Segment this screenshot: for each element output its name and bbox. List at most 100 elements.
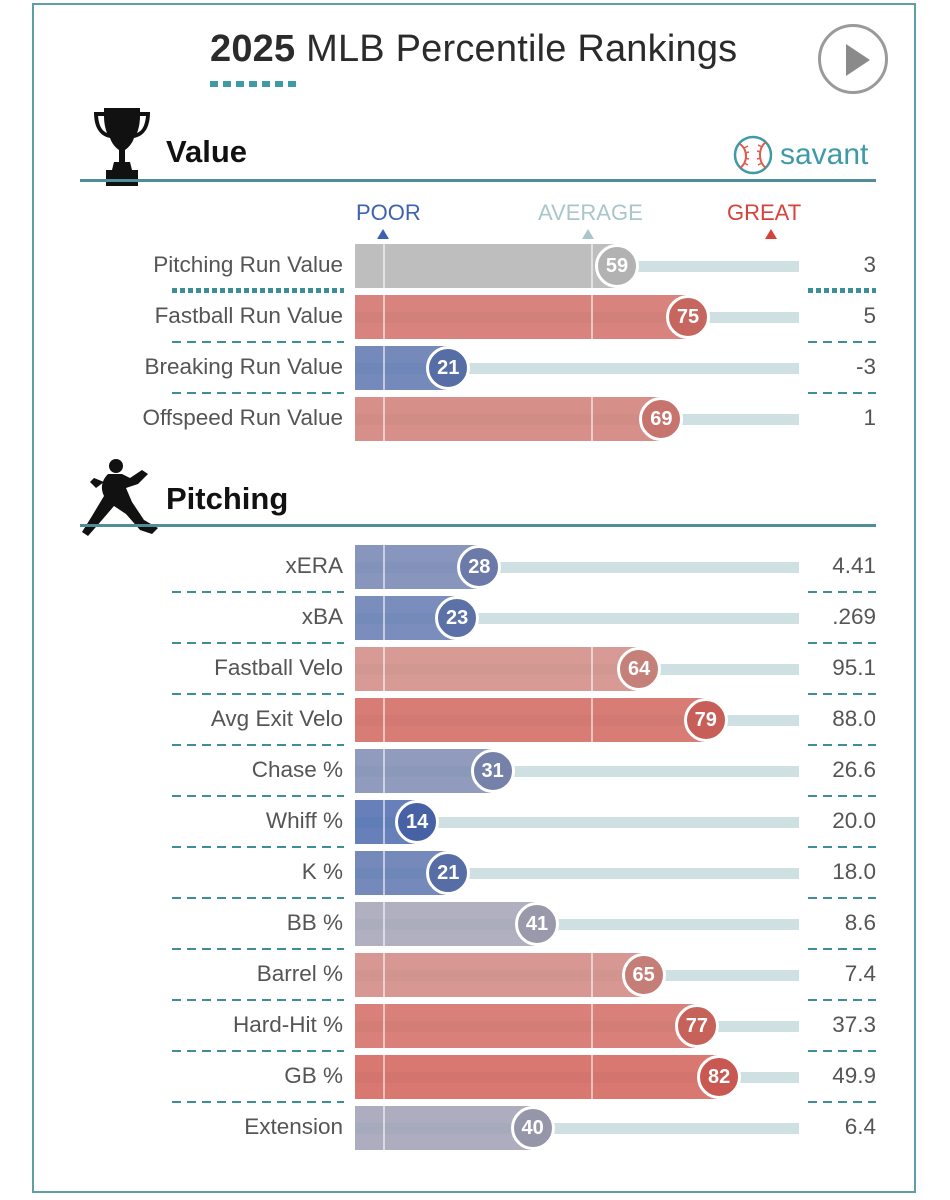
percentile-dot[interactable]: 75 [666, 295, 710, 339]
metric-value: 18.0 [832, 859, 876, 884]
percentile-dot[interactable]: 23 [435, 596, 480, 640]
percentile-track [355, 363, 799, 374]
row-divider-left [172, 288, 344, 293]
savant-label: savant [780, 138, 869, 171]
row-divider-left [172, 642, 344, 644]
poor-tick [382, 1106, 385, 1150]
percentile-dot[interactable]: 59 [594, 244, 639, 288]
metric-label: Chase % [251, 757, 343, 782]
section-title-value: Value [166, 134, 247, 169]
percentile-dot[interactable]: 69 [639, 397, 684, 441]
percentile-dot[interactable]: 77 [674, 1004, 719, 1048]
trophy-icon [94, 108, 150, 186]
percentile-dot[interactable]: 28 [457, 545, 502, 589]
scale-average-label: AVERAGE [538, 200, 643, 225]
metric-label: Fastball Run Value [154, 303, 343, 328]
section-title-pitching: Pitching [166, 481, 289, 516]
row-divider-right [808, 948, 876, 950]
baseball-icon [733, 135, 773, 175]
metric-label: xERA [285, 553, 343, 578]
great-arrow-icon [765, 229, 777, 239]
percentile-bar [355, 397, 660, 441]
percentile-bar [355, 244, 615, 288]
metric-label: GB % [284, 1063, 343, 1088]
percentile-bar [355, 698, 704, 742]
metric-value: 20.0 [832, 808, 876, 833]
percentile-dot[interactable]: 21 [426, 346, 471, 390]
average-tick [591, 244, 594, 288]
percentile-dot[interactable]: 41 [515, 902, 560, 946]
metric-value: 37.3 [832, 1012, 876, 1037]
row-divider-right [808, 642, 876, 644]
metric-value: 1 [863, 405, 876, 430]
percentile-track [355, 868, 799, 879]
row-divider-right [808, 846, 876, 848]
metric-label: Breaking Run Value [144, 354, 343, 379]
metric-label: BB % [286, 910, 343, 935]
poor-tick [382, 1055, 385, 1099]
metric-value: 3 [863, 252, 876, 277]
percentile-bar [355, 647, 638, 691]
percentile-track [355, 766, 799, 777]
poor-tick [382, 545, 385, 589]
metric-label: K % [301, 859, 343, 884]
percentile-dot[interactable]: 21 [426, 851, 471, 895]
average-arrow-icon [582, 229, 594, 239]
percentile-track [355, 613, 799, 624]
metric-value: 7.4 [844, 961, 876, 986]
row-divider-right [808, 999, 876, 1001]
row-divider-right [808, 1101, 876, 1103]
percentile-track [355, 562, 799, 573]
percentile-dot[interactable]: 14 [395, 800, 440, 844]
percentile-track [355, 919, 799, 930]
row-divider-left [172, 795, 344, 797]
percentile-dot[interactable]: 40 [510, 1106, 555, 1150]
metric-value: 88.0 [832, 706, 876, 731]
percentile-bar [355, 902, 536, 946]
metric-value: 6.4 [844, 1114, 876, 1139]
metric-label: Pitching Run Value [153, 252, 343, 277]
row-divider-left [172, 1050, 344, 1052]
percentile-dot[interactable]: 65 [621, 953, 666, 997]
percentile-bar [355, 953, 642, 997]
percentile-bar [355, 749, 491, 793]
percentile-dot[interactable]: 64 [617, 647, 662, 691]
percentile-dot[interactable]: 31 [470, 749, 515, 793]
row-divider-left [172, 999, 344, 1001]
poor-tick [382, 953, 385, 997]
row-divider-left [172, 341, 344, 343]
percentile-dot[interactable]: 79 [683, 698, 728, 742]
pitching-section-rule [80, 524, 876, 527]
row-divider-right [808, 693, 876, 695]
value-section-rule [80, 179, 876, 182]
poor-tick [382, 295, 385, 339]
metric-value: -3 [855, 354, 876, 379]
title-year: 2025 [210, 28, 296, 70]
poor-tick [382, 244, 385, 288]
metric-value: 8.6 [844, 910, 876, 935]
metric-label: Barrel % [256, 961, 343, 986]
poor-tick [382, 397, 385, 441]
pitcher-icon [82, 459, 158, 536]
row-divider-right [808, 341, 876, 343]
title-underline [210, 81, 300, 87]
metric-label: Fastball Velo [214, 655, 343, 680]
play-button[interactable] [818, 24, 888, 94]
percentile-bar [355, 545, 478, 589]
row-divider-left [172, 693, 344, 695]
percentile-bar [355, 1055, 718, 1099]
metric-value: 26.6 [832, 757, 876, 782]
metric-label: Extension [244, 1114, 343, 1139]
row-divider-left [172, 948, 344, 950]
metric-label: Whiff % [265, 808, 343, 833]
row-divider-left [172, 846, 344, 848]
scale-poor-label: POOR [356, 200, 421, 225]
poor-tick [382, 698, 385, 742]
average-tick [591, 1055, 594, 1099]
row-divider-right [808, 1050, 876, 1052]
percentile-track [355, 1123, 799, 1134]
savant-logo[interactable]: savant [732, 134, 868, 176]
poor-tick [382, 1004, 385, 1048]
row-divider-left [172, 591, 344, 593]
percentile-dot[interactable]: 82 [697, 1055, 742, 1099]
